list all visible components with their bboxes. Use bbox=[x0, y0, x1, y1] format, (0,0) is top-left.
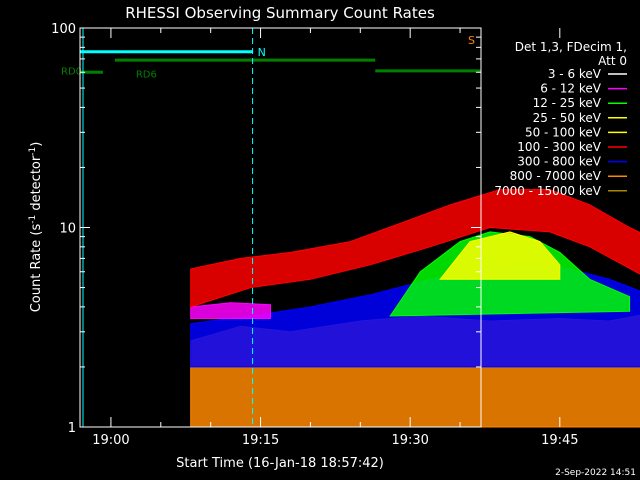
legend-header-line1: Det 1,3, FDecim 1, bbox=[515, 40, 627, 54]
legend-label-6: 300 - 800 keV bbox=[517, 155, 601, 169]
legend-header-line2: Att 0 bbox=[598, 54, 627, 68]
y-axis-label-sup2: -1 bbox=[28, 147, 38, 156]
footer-date: 2-Sep-2022 14:51 bbox=[555, 468, 636, 478]
x-tick-label-3: 19:45 bbox=[541, 433, 578, 448]
count-rate-band-5 bbox=[190, 189, 640, 308]
legend-label-3: 25 - 50 keV bbox=[533, 111, 602, 125]
segment-label-3: RD0 bbox=[61, 66, 82, 77]
y-axis-label-end: ) bbox=[29, 142, 44, 147]
segment-label-0: N bbox=[258, 46, 266, 59]
y-axis-label-mid: detector bbox=[29, 155, 44, 215]
count-rate-band-4 bbox=[190, 302, 271, 319]
segment-label-2: S bbox=[468, 34, 475, 47]
axis-ticks: 19:0019:1519:3019:4520:0020:1520:3011010… bbox=[51, 22, 578, 448]
legend-label-5: 100 - 300 keV bbox=[517, 140, 601, 154]
y-tick-label-1: 10 bbox=[59, 222, 76, 237]
x-tick-label-2: 19:30 bbox=[391, 433, 428, 448]
segment-label-8: RD6 bbox=[136, 69, 157, 80]
legend-label-1: 6 - 12 keV bbox=[540, 82, 602, 96]
x-tick-label-1: 19:15 bbox=[242, 433, 279, 448]
legend-label-0: 3 - 6 keV bbox=[548, 67, 602, 81]
y-tick-label-0: 1 bbox=[68, 421, 76, 436]
chart-title: RHESSI Observing Summary Count Rates bbox=[125, 4, 435, 22]
y-axis-label-sup1: -1 bbox=[28, 215, 38, 224]
y-axis-label-start: Count Rate (s bbox=[29, 224, 44, 313]
legend-label-8: 7000 - 15000 keV bbox=[494, 184, 601, 198]
legend-label-7: 800 - 7000 keV bbox=[510, 169, 602, 183]
legend-label-4: 50 - 100 keV bbox=[525, 125, 602, 139]
x-tick-label-0: 19:00 bbox=[92, 433, 129, 448]
x-axis-label: Start Time (16-Jan-18 18:57:42) bbox=[176, 456, 384, 471]
y-tick-label-2: 100 bbox=[51, 22, 76, 37]
plot-marks: N S RD0 RD6 bbox=[61, 28, 640, 428]
y-axis-label: Count Rate (s-1 detector-1) bbox=[28, 142, 44, 313]
legend-label-2: 12 - 25 keV bbox=[533, 96, 602, 110]
count-rate-band-3 bbox=[439, 231, 561, 280]
